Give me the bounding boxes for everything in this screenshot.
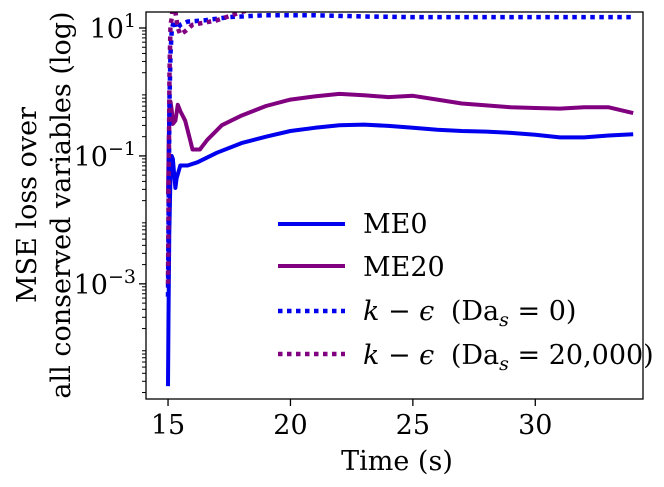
legend-label-ke-0: k − ϵ (Das = 0) [363,296,576,331]
series-line-3 [165,12,251,284]
legend-label-ke-20000: k − ϵ (Das = 20,000) [363,340,654,375]
series-line-0 [166,122,634,387]
legend-ke-0-value: = 0) [509,296,577,327]
x-tick-label: 30 [518,410,552,441]
x-tick-label: 20 [273,410,307,441]
legend-ke-20000-math: k − ϵ [363,340,434,371]
x-axis-ticks: 15 20 25 30 [151,399,552,441]
series-line-2 [165,12,634,297]
legend-ke-20000-sub: s [499,353,509,375]
legend-label-me20: ME20 [363,252,445,283]
x-tick-label: 15 [151,410,185,441]
legend-label-me0: ME0 [363,209,428,240]
legend-ke-20000-text: (Da [451,340,499,371]
legend-ke-0-sub: s [499,309,509,331]
y-tick-label: 10−3 [74,266,136,301]
series-line-1 [166,91,634,195]
y-axis-ticks: 101 10−1 10−3 [74,10,146,394]
legend-ke-20000-value: = 20,000) [509,340,654,371]
y-tick-label: 101 [90,10,136,45]
legend-ke-0-math: k − ϵ [363,296,434,327]
x-tick-label: 25 [396,410,430,441]
legend: ME0 ME20 k − ϵ (Das = 0) k − ϵ (Das = 20… [278,209,654,375]
legend-ke-0-text: (Da [451,296,499,327]
y-tick-label: 10−1 [74,138,136,173]
y-axis-label-line1: MSE loss over [12,107,43,303]
x-axis-label: Time (s) [341,446,453,477]
series-group [165,12,634,387]
plot-frame [145,11,644,400]
y-axis-label-line2: all conserved variables (log) [46,11,77,398]
